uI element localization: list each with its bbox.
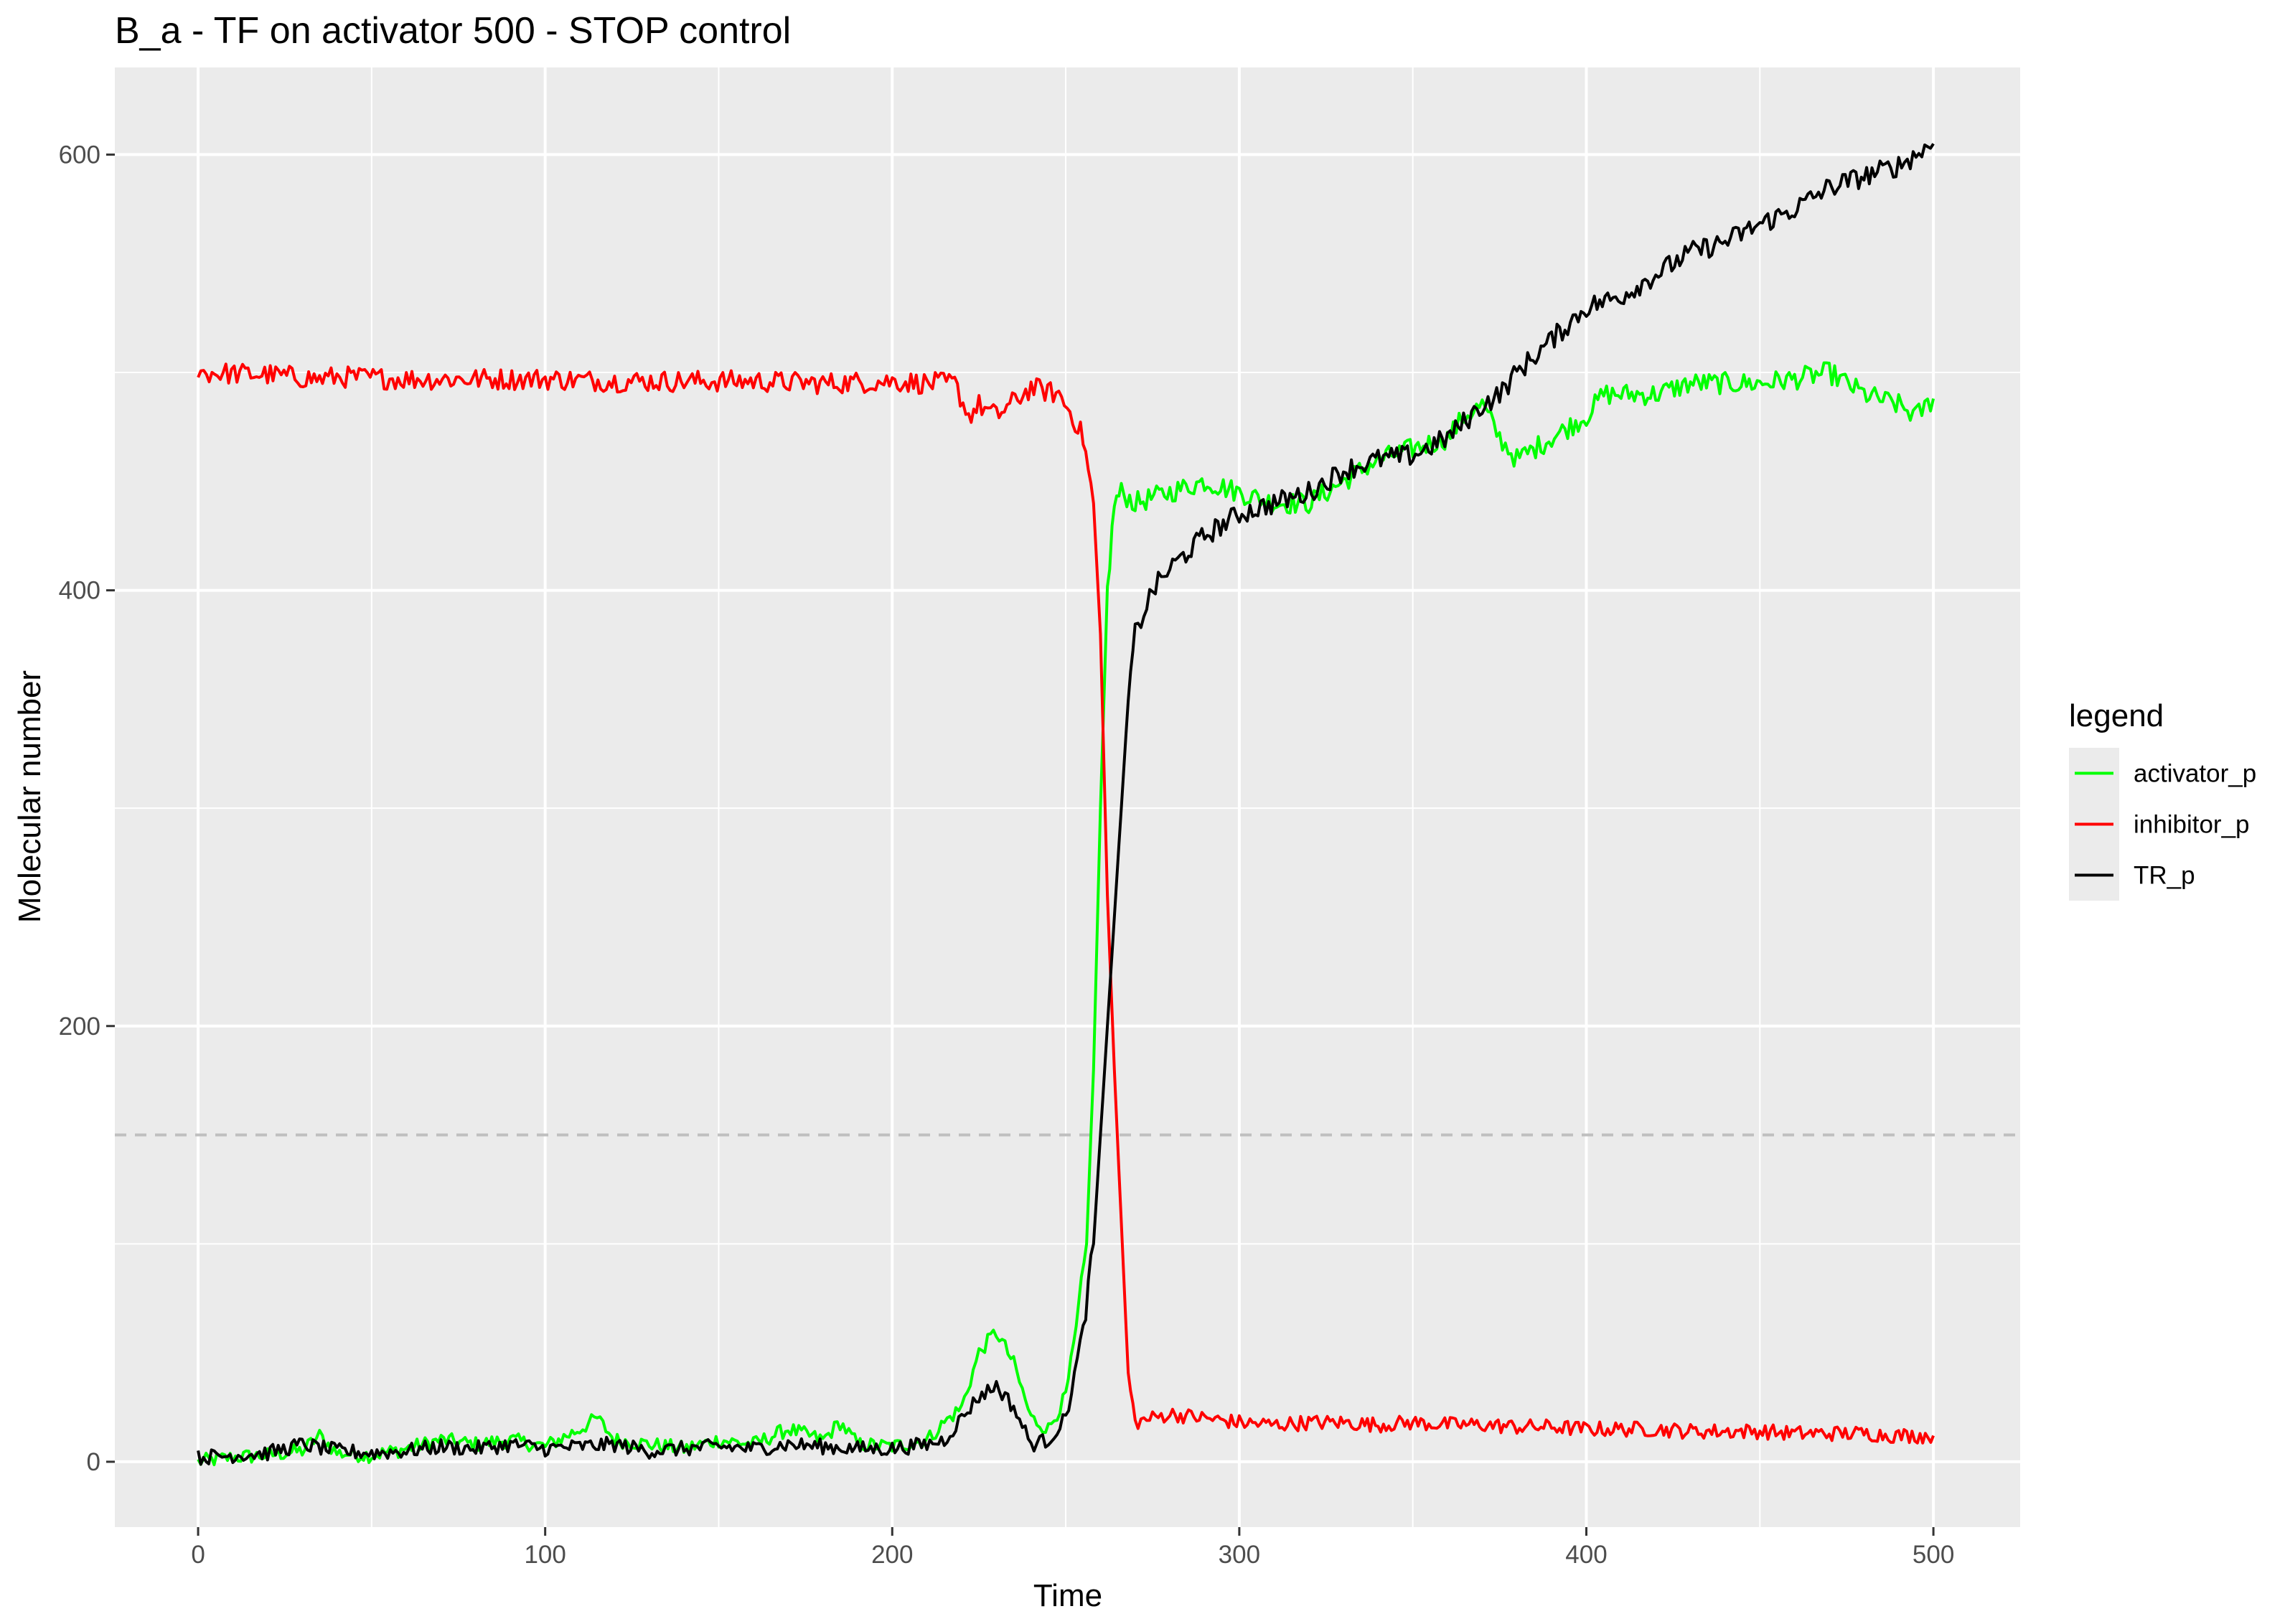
series-line-inhibitor_p [197, 362, 1935, 1445]
y-axis-title: Molecular number [12, 670, 47, 923]
y-axis: 0 200 400 600 [59, 141, 115, 1476]
x-tick-label: 300 [1219, 1541, 1260, 1569]
grid-minor [115, 67, 2020, 1527]
x-tick-label: 500 [1913, 1541, 1954, 1569]
x-axis: 0 100 200 300 400 500 [191, 1527, 1954, 1569]
legend-label: activator_p [2134, 760, 2256, 788]
chart-title: B_a - TF on activator 500 - STOP control [115, 10, 791, 52]
series-line-TR_p [197, 143, 1935, 1466]
y-tick-label: 0 [87, 1448, 100, 1476]
x-axis-title: Time [1033, 1578, 1102, 1613]
x-tick-label: 400 [1565, 1541, 1607, 1569]
legend-label: TR_p [2134, 862, 2195, 890]
grid-major [115, 67, 2020, 1527]
series-layer [197, 143, 1935, 1467]
plot-panel [115, 67, 2020, 1527]
series-line-activator_p [197, 361, 1935, 1467]
x-tick-label: 0 [191, 1541, 205, 1569]
y-tick-label: 600 [59, 141, 100, 169]
x-tick-label: 200 [871, 1541, 913, 1569]
legend: legend activator_p inhibitor_p TR_p [2069, 698, 2256, 901]
y-tick-label: 400 [59, 577, 100, 605]
y-tick-label: 200 [59, 1013, 100, 1041]
legend-label: inhibitor_p [2134, 811, 2250, 839]
legend-title: legend [2069, 698, 2164, 733]
legend-keys: activator_p inhibitor_p TR_p [2069, 748, 2256, 901]
x-tick-label: 100 [524, 1541, 566, 1569]
